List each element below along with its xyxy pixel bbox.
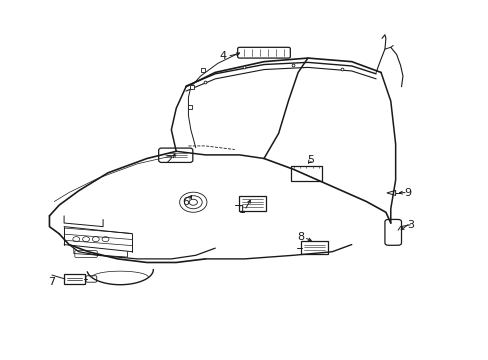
FancyBboxPatch shape <box>238 196 265 211</box>
FancyBboxPatch shape <box>384 220 401 245</box>
FancyBboxPatch shape <box>301 241 328 254</box>
FancyBboxPatch shape <box>237 47 290 58</box>
Polygon shape <box>386 190 395 195</box>
Text: 9: 9 <box>404 188 410 198</box>
FancyBboxPatch shape <box>158 148 192 162</box>
Text: 3: 3 <box>406 220 413 230</box>
Circle shape <box>92 237 99 242</box>
Text: 4: 4 <box>219 51 225 61</box>
Circle shape <box>184 196 202 209</box>
FancyBboxPatch shape <box>291 166 321 181</box>
Circle shape <box>82 237 89 242</box>
Circle shape <box>102 237 109 242</box>
Text: 6: 6 <box>182 197 189 207</box>
FancyBboxPatch shape <box>75 251 97 257</box>
Text: 2: 2 <box>165 155 172 165</box>
Text: 8: 8 <box>296 232 304 242</box>
FancyBboxPatch shape <box>86 276 97 282</box>
Circle shape <box>73 237 80 242</box>
Circle shape <box>189 199 197 205</box>
Text: 7: 7 <box>48 277 55 287</box>
Text: 1: 1 <box>238 206 245 216</box>
Circle shape <box>179 192 206 212</box>
FancyBboxPatch shape <box>64 274 84 284</box>
Text: 5: 5 <box>306 155 313 165</box>
